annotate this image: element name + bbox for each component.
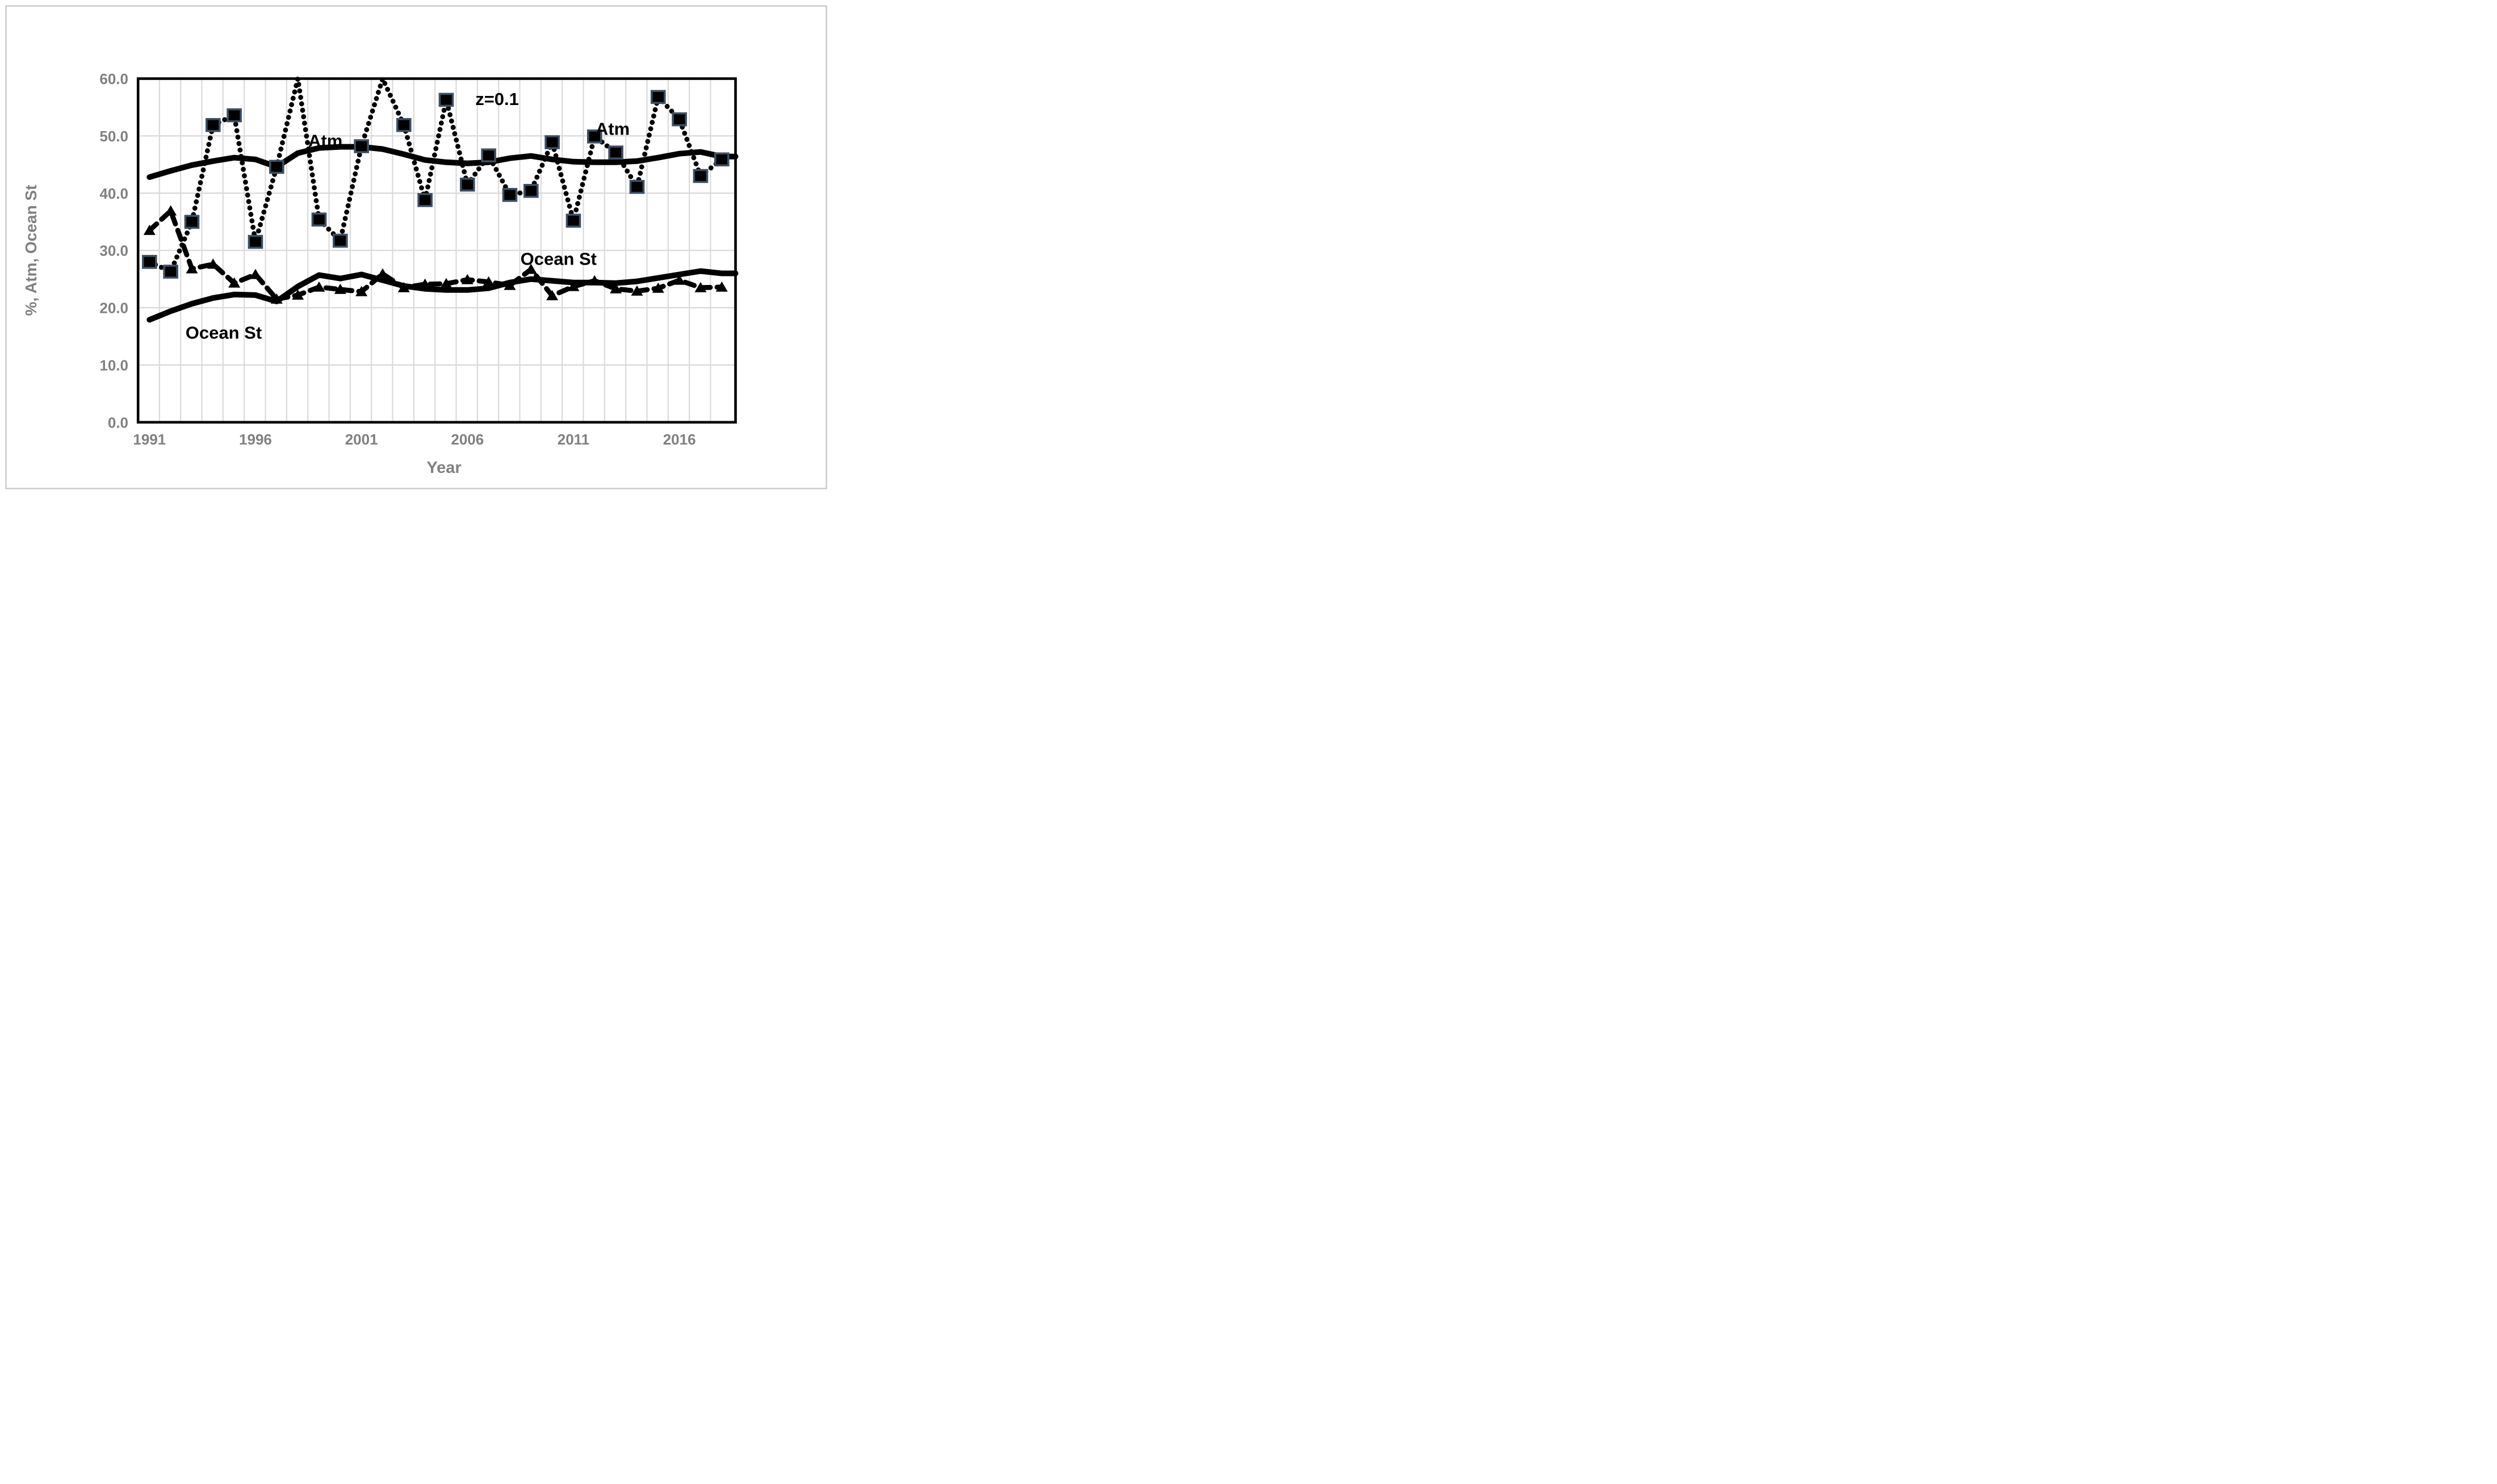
ocean-triangle-marker xyxy=(143,224,156,235)
ocean-triangle-marker xyxy=(673,274,686,285)
ocean-triangle-marker xyxy=(186,263,198,274)
ocean-triangle-marker xyxy=(546,290,559,300)
ocean-triangle-marker xyxy=(165,205,177,216)
atm-square-marker xyxy=(205,118,221,132)
y-tick-label: 30.0 xyxy=(99,242,128,259)
plot-border xyxy=(136,77,737,424)
ocean-triangle-marker xyxy=(376,268,389,279)
atm-square-marker xyxy=(714,152,730,167)
x-axis-title: Year xyxy=(426,459,461,477)
y-tick-label: 50.0 xyxy=(99,128,128,145)
ocean-triangle-marker xyxy=(652,282,664,293)
y-tick-label: 60.0 xyxy=(99,70,128,87)
annotation-atm: Atm xyxy=(596,119,630,139)
ocean-triangle-marker xyxy=(567,280,580,291)
atm-square-marker xyxy=(354,139,369,153)
ocean-st-trend-line xyxy=(146,268,739,323)
atm-square-marker xyxy=(693,169,709,183)
x-tick-label: 2016 xyxy=(663,431,696,448)
x-tick-label: 2006 xyxy=(451,431,484,448)
atm-square-marker xyxy=(163,265,178,279)
ocean-triangle-marker xyxy=(397,282,410,292)
chart-canvas: 0.0 10.0 20.0 30.0 40.0 50.0 60.0 1991 1996 2001 2… xyxy=(5,5,827,489)
ocean-triangle-marker xyxy=(228,277,241,288)
atm-square-marker xyxy=(672,112,687,127)
y-tick-label: 10.0 xyxy=(99,357,128,374)
ocean-triangle-marker xyxy=(419,278,431,289)
atm-square-marker xyxy=(565,213,581,228)
atm-square-marker xyxy=(227,108,242,123)
ocean-st-markers-line xyxy=(146,208,724,302)
annotation-ocean-st: Ocean St xyxy=(186,323,262,343)
atm-trend-line xyxy=(146,144,739,180)
atm-square-marker xyxy=(544,135,560,149)
annotation-ocean-st: Ocean St xyxy=(521,249,597,269)
ocean-triangle-marker xyxy=(588,275,601,286)
atm-square-marker xyxy=(523,183,539,198)
x-tick-label: 2001 xyxy=(345,431,378,448)
outer-frame xyxy=(5,5,827,489)
atm-square-marker xyxy=(650,90,666,104)
atm-square-marker xyxy=(481,148,496,162)
atm-square-marker xyxy=(269,160,284,174)
ocean-triangle-marker xyxy=(504,279,516,290)
ocean-triangle-marker xyxy=(207,258,219,269)
y-tick-label: 20.0 xyxy=(99,300,128,317)
ocean-triangle-marker xyxy=(610,283,622,294)
annotation-atm: Atm xyxy=(308,131,342,151)
ocean-triangle-marker xyxy=(461,274,474,284)
atm-square-marker xyxy=(502,188,518,202)
ocean-triangle-marker xyxy=(440,278,453,288)
ocean-triangle-marker xyxy=(631,285,643,296)
atm-square-marker xyxy=(459,177,475,192)
ocean-triangle-marker xyxy=(525,263,537,274)
atm-square-marker xyxy=(629,179,645,194)
atm-square-marker xyxy=(311,212,327,227)
ocean-triangle-marker xyxy=(270,293,283,304)
ocean-triangle-marker xyxy=(694,282,707,292)
x-tick-label: 1991 xyxy=(133,431,166,448)
x-tick-label: 1996 xyxy=(239,431,272,448)
ocean-triangle-marker xyxy=(292,289,304,300)
x-tick-label: 2011 xyxy=(558,431,589,448)
ocean-triangle-marker xyxy=(355,286,368,296)
ocean-triangle-marker xyxy=(483,276,495,287)
atm-square-marker xyxy=(396,118,412,132)
atm-square-marker xyxy=(438,93,454,107)
ocean-triangle-marker xyxy=(715,281,728,292)
figure: 0.0 10.0 20.0 30.0 40.0 50.0 60.0 1991 1996 2001 2… xyxy=(0,0,832,494)
ocean-triangle-marker xyxy=(249,269,262,279)
y-tick-label: 40.0 xyxy=(99,185,128,202)
y-axis-title: %, Atm, Ocean St xyxy=(22,185,40,316)
atm-square-marker xyxy=(608,145,623,160)
atm-square-marker xyxy=(586,129,602,144)
atm-square-marker xyxy=(142,255,157,269)
ocean-triangle-marker xyxy=(313,281,325,292)
atm-square-marker xyxy=(332,233,348,248)
atm-square-marker xyxy=(248,234,263,249)
atm-markers-line xyxy=(146,76,724,274)
ocean-triangle-marker xyxy=(334,283,346,294)
annotation-z-0-1: z=0.1 xyxy=(475,89,519,109)
y-tick-label: 0.0 xyxy=(108,414,128,431)
atm-square-marker xyxy=(417,193,433,207)
atm-square-marker xyxy=(184,215,200,229)
